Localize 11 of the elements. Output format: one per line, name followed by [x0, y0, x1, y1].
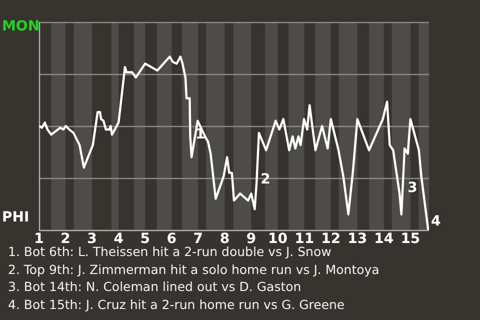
- annotation: 2: [260, 171, 270, 188]
- text: 3. Bot 14th: N. Coleman lined out vs D. Gaston: [8, 278, 302, 296]
- x-tick-label: 13: [348, 231, 368, 248]
- text: 2. Top 9th: J. Zimmerman hit a solo home run vs J. Montoya: [8, 260, 380, 278]
- x-tick-label: 14: [374, 231, 394, 248]
- annotation: 4: [430, 214, 441, 230]
- x-tick-label: 15: [400, 231, 420, 248]
- annotation: 3: [408, 180, 418, 196]
- text: MON: [2, 18, 40, 35]
- text: PHI: [2, 210, 30, 226]
- text: 4. Bot 15th: J. Cruz hit a 2-run home run vs G. Greene: [8, 296, 346, 313]
